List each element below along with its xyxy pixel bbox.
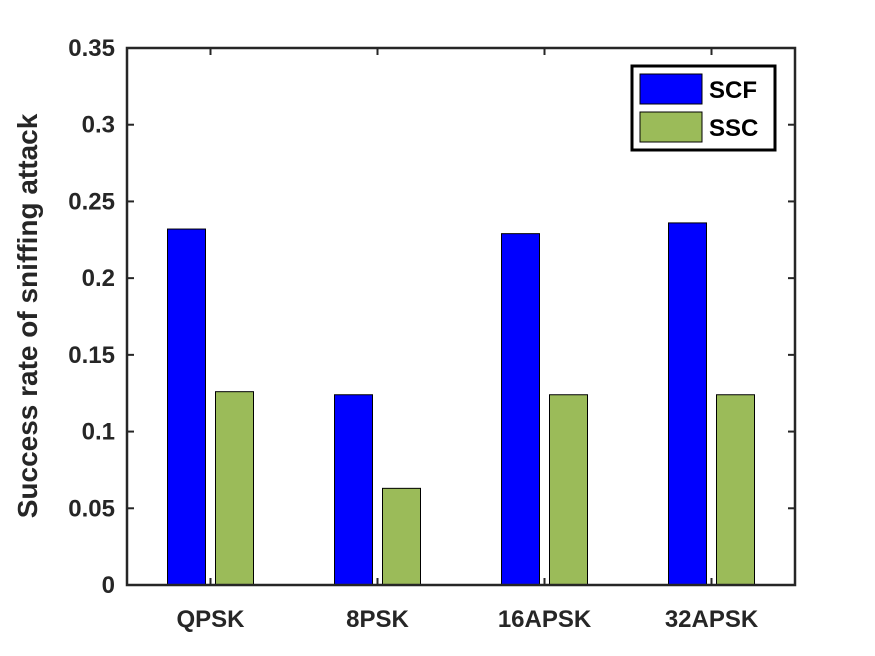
y-tick-label: 0.1 [82, 419, 115, 446]
y-tick-label: 0.15 [68, 342, 115, 369]
y-tick-label: 0.05 [68, 495, 115, 522]
bars-group [167, 222, 755, 586]
y-tick-label: 0.35 [68, 35, 115, 62]
x-axis-ticks: QPSK 8PSK 16APSK 32APSK [176, 48, 759, 633]
bar-ssc-8psk [382, 487, 421, 586]
bar-scf-qpsk [167, 228, 206, 586]
plot-frame [125, 46, 797, 587]
bar-scf-32apsk [668, 222, 707, 586]
y-axis-label: Success rate of sniffing attack [12, 113, 43, 518]
x-tick-label-qpsk: QPSK [176, 606, 245, 633]
legend-label-scf: SCF [709, 77, 757, 104]
bar-ssc-16apsk [549, 394, 588, 586]
x-tick-label-8psk: 8PSK [346, 606, 409, 633]
bar-ssc-qpsk [215, 391, 254, 586]
legend-swatch-ssc [639, 111, 703, 143]
x-tick-label-32apsk: 32APSK [665, 606, 759, 633]
y-tick-label: 0.2 [82, 265, 115, 292]
bar-scf-8psk [334, 394, 373, 586]
y-axis-ticks: 0 0.05 0.1 0.15 0.2 0.25 0.3 0.35 [68, 35, 795, 599]
bar-ssc-32apsk [716, 394, 755, 586]
bar-scf-16apsk [501, 233, 540, 586]
y-tick-label: 0.25 [68, 188, 115, 215]
legend-label-ssc: SSC [709, 115, 758, 142]
x-tick-label-16apsk: 16APSK [498, 606, 592, 633]
y-tick-label: 0.3 [82, 112, 115, 139]
legend: SCF SSC [630, 64, 777, 152]
legend-swatch-scf [639, 73, 703, 105]
y-tick-label: 0 [102, 572, 115, 599]
